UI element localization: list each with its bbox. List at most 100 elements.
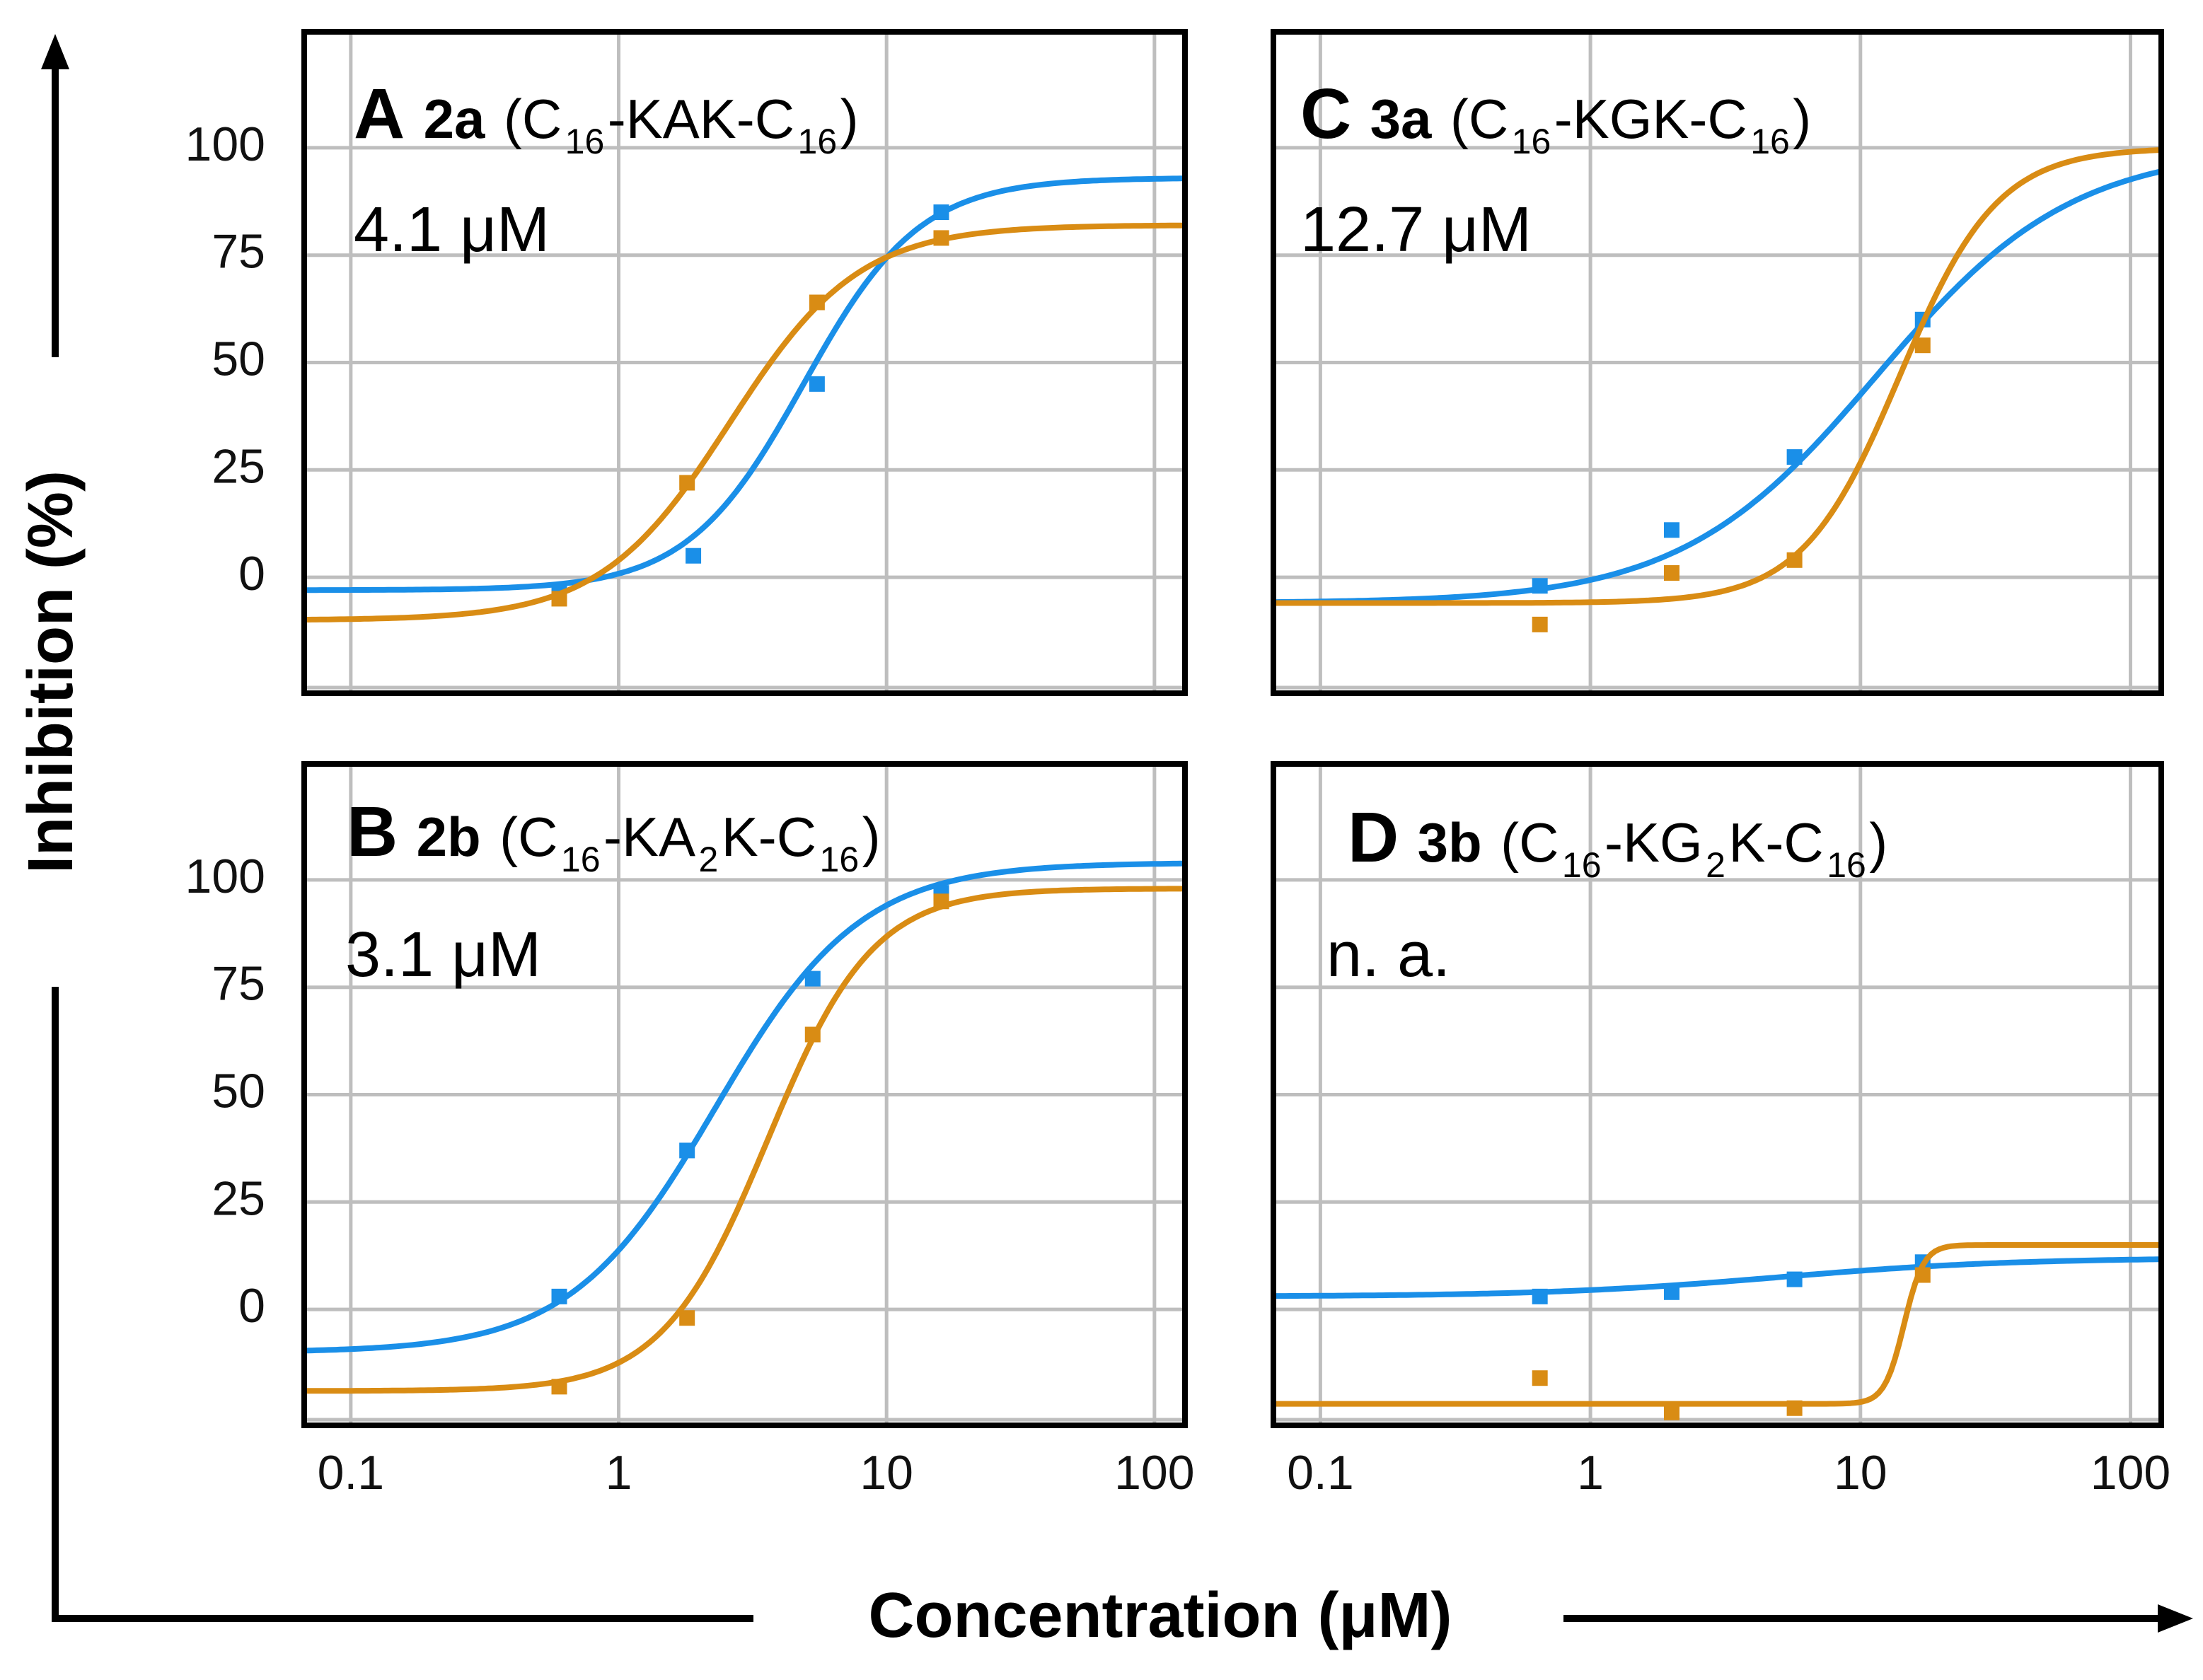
panel-b-formula-sub3: 16 <box>820 840 860 879</box>
panel-a-series <box>304 175 1185 622</box>
panel-c-formula-sub1: 16 <box>1512 122 1551 161</box>
panel-b-orange-point-0 <box>551 1379 567 1395</box>
panel-c-series <box>1273 147 2161 632</box>
panel-b-series <box>304 860 1185 1395</box>
x-axis-arrow <box>52 1604 2193 1633</box>
panel-b-formula-sub1: 16 <box>561 840 601 879</box>
panel-b-formula-open: (C <box>499 806 557 868</box>
panel-d-ic50-value: n. a. <box>1326 920 1450 990</box>
panel-a-formula-mid: -KAK-C <box>608 88 794 150</box>
panel-d-xtick-label-3: 100 <box>2091 1446 2170 1500</box>
panel-b-orange-point-2 <box>804 1026 821 1043</box>
panel-c-blue-point-0 <box>1532 578 1548 594</box>
panel-b-y-ticks: 0 25 50 75 100 <box>185 850 265 1333</box>
panel-b-letter: B <box>347 792 398 871</box>
panel-d-xtick-label-1: 1 <box>1577 1446 1604 1500</box>
panel-c-orange-point-2 <box>1786 552 1803 568</box>
panel-a-orange-point-1 <box>679 475 695 491</box>
panel-a-grid <box>304 32 1185 693</box>
x-axis-title: Concentration (μM) <box>869 1580 1452 1651</box>
panel-b-blue-point-1 <box>679 1142 695 1159</box>
panel-d-blue-fit-curve <box>1273 1256 2161 1299</box>
panel-a-compound: 2a <box>424 88 485 150</box>
panel-b-blue-point-2 <box>804 971 821 987</box>
panel-b-orange-fit-curve <box>304 886 1185 1394</box>
panel-a-letter: A <box>354 74 405 153</box>
panel-d-blue-point-2 <box>1786 1271 1803 1287</box>
panel-a-ytick-label-1: 25 <box>212 439 265 493</box>
panel-c: C 3a (C 16 -KGK-C 16 ) 12.7 μM <box>1271 29 2164 696</box>
panel-a-ytick-label-2: 50 <box>212 332 265 386</box>
panel-b-ytick-label-2: 50 <box>212 1064 265 1118</box>
panel-b-xtick-label-1: 1 <box>606 1446 632 1500</box>
panel-d-orange-point-0 <box>1532 1370 1548 1386</box>
panel-a-orange-point-2 <box>809 294 825 311</box>
panel-b-formula-close: ) <box>862 806 881 868</box>
panel-b-blue-fit-curve <box>304 860 1185 1354</box>
y-axis-title: Inhibition (%) <box>16 470 86 874</box>
panel-d-formula-mid2: K-C <box>1728 811 1823 874</box>
panel-a-blue-point-1 <box>686 548 702 564</box>
panel-a-ytick-label-4: 100 <box>185 117 265 171</box>
panel-a-ic50-value: 4.1 μM <box>354 195 550 265</box>
panel-d: 0.1 1 10 100 D 3b (C 16 -KG 2 K-C 16 ) n. a… <box>1271 761 2170 1500</box>
panel-d-xtick-label-0: 0.1 <box>1287 1446 1354 1500</box>
panel-a-orange-point-0 <box>551 591 567 607</box>
panel-b-frame <box>301 761 1188 1428</box>
panel-c-formula-mid: -KGK-C <box>1554 88 1747 150</box>
panel-c-letter: C <box>1300 74 1351 153</box>
panel-b-blue-point-0 <box>551 1288 567 1304</box>
panel-a-formula-sub2: 16 <box>798 122 838 161</box>
panel-c-orange-point-1 <box>1663 565 1679 581</box>
panel-b-xtick-label-3: 100 <box>1114 1446 1194 1500</box>
panel-c-orange-point-3 <box>1914 337 1931 354</box>
panel-c-blue-point-2 <box>1786 449 1803 465</box>
panel-d-blue-point-0 <box>1532 1288 1548 1304</box>
panel-c-ic50-value: 12.7 μM <box>1300 195 1532 265</box>
panel-a: 0 25 50 75 100 A 2a (C 16 -KAK-C 16 ) 4.1 μM <box>185 29 1188 696</box>
panel-a-formula-open: (C <box>504 88 562 150</box>
panel-c-formula-open: (C <box>1450 88 1508 150</box>
panel-c-blue-point-1 <box>1663 522 1679 538</box>
panel-d-frame <box>1271 761 2164 1428</box>
panel-c-frame <box>1271 29 2164 696</box>
panel-a-heading: A 2a (C 16 -KAK-C 16 ) <box>354 74 859 161</box>
x-axis-arrowhead <box>2158 1604 2193 1633</box>
panel-b-formula-sub2: 2 <box>698 840 718 879</box>
panel-b-ytick-label-4: 100 <box>185 850 265 903</box>
panel-d-orange-fit-curve <box>1273 1242 2161 1407</box>
panel-d-letter: D <box>1348 798 1399 877</box>
panel-c-orange-point-0 <box>1532 616 1548 632</box>
panel-b-grid <box>304 764 1185 1425</box>
panel-b-xtick-label-0: 0.1 <box>318 1446 385 1500</box>
panel-b-formula-mid2: K-C <box>722 806 816 868</box>
panel-d-orange-point-3 <box>1914 1267 1931 1283</box>
panel-b-ytick-label-0: 0 <box>238 1279 265 1333</box>
panel-b-heading: B 2b (C 16 -KA 2 K-C 16 ) <box>347 792 881 879</box>
panel-c-formula-close: ) <box>1793 88 1811 150</box>
panel-a-blue-fit-curve <box>304 175 1185 593</box>
panel-a-ytick-label-0: 0 <box>238 547 265 601</box>
panel-b-xtick-label-2: 10 <box>860 1446 913 1500</box>
panel-d-blue-point-1 <box>1663 1284 1679 1300</box>
panel-b-ytick-label-1: 25 <box>212 1171 265 1225</box>
panel-b-x-ticks: 0.1 1 10 100 <box>318 1446 1195 1500</box>
panel-a-orange-point-3 <box>933 230 949 246</box>
y-axis-arrowhead <box>41 34 69 69</box>
panel-c-compound: 3a <box>1370 88 1432 150</box>
panel-d-series <box>1273 1242 2161 1420</box>
panel-d-formula-sub1: 16 <box>1562 845 1602 885</box>
panel-b: 0 25 50 75 100 0.1 1 10 100 B 2b (C 16 -KA 2 K-… <box>185 761 1195 1500</box>
panel-a-formula-close: ) <box>840 88 859 150</box>
panel-c-formula-sub2: 16 <box>1750 122 1790 161</box>
panel-b-ytick-label-3: 75 <box>212 957 265 1011</box>
panel-d-formula-sub3: 16 <box>1827 845 1866 885</box>
panel-d-formula-sub2: 2 <box>1706 845 1725 885</box>
panel-c-blue-fit-curve <box>1273 168 2161 606</box>
panel-c-grid <box>1273 32 2161 693</box>
panel-a-ytick-label-3: 75 <box>212 225 265 279</box>
panel-a-orange-fit-curve <box>304 222 1185 622</box>
panel-a-blue-point-3 <box>933 204 949 220</box>
